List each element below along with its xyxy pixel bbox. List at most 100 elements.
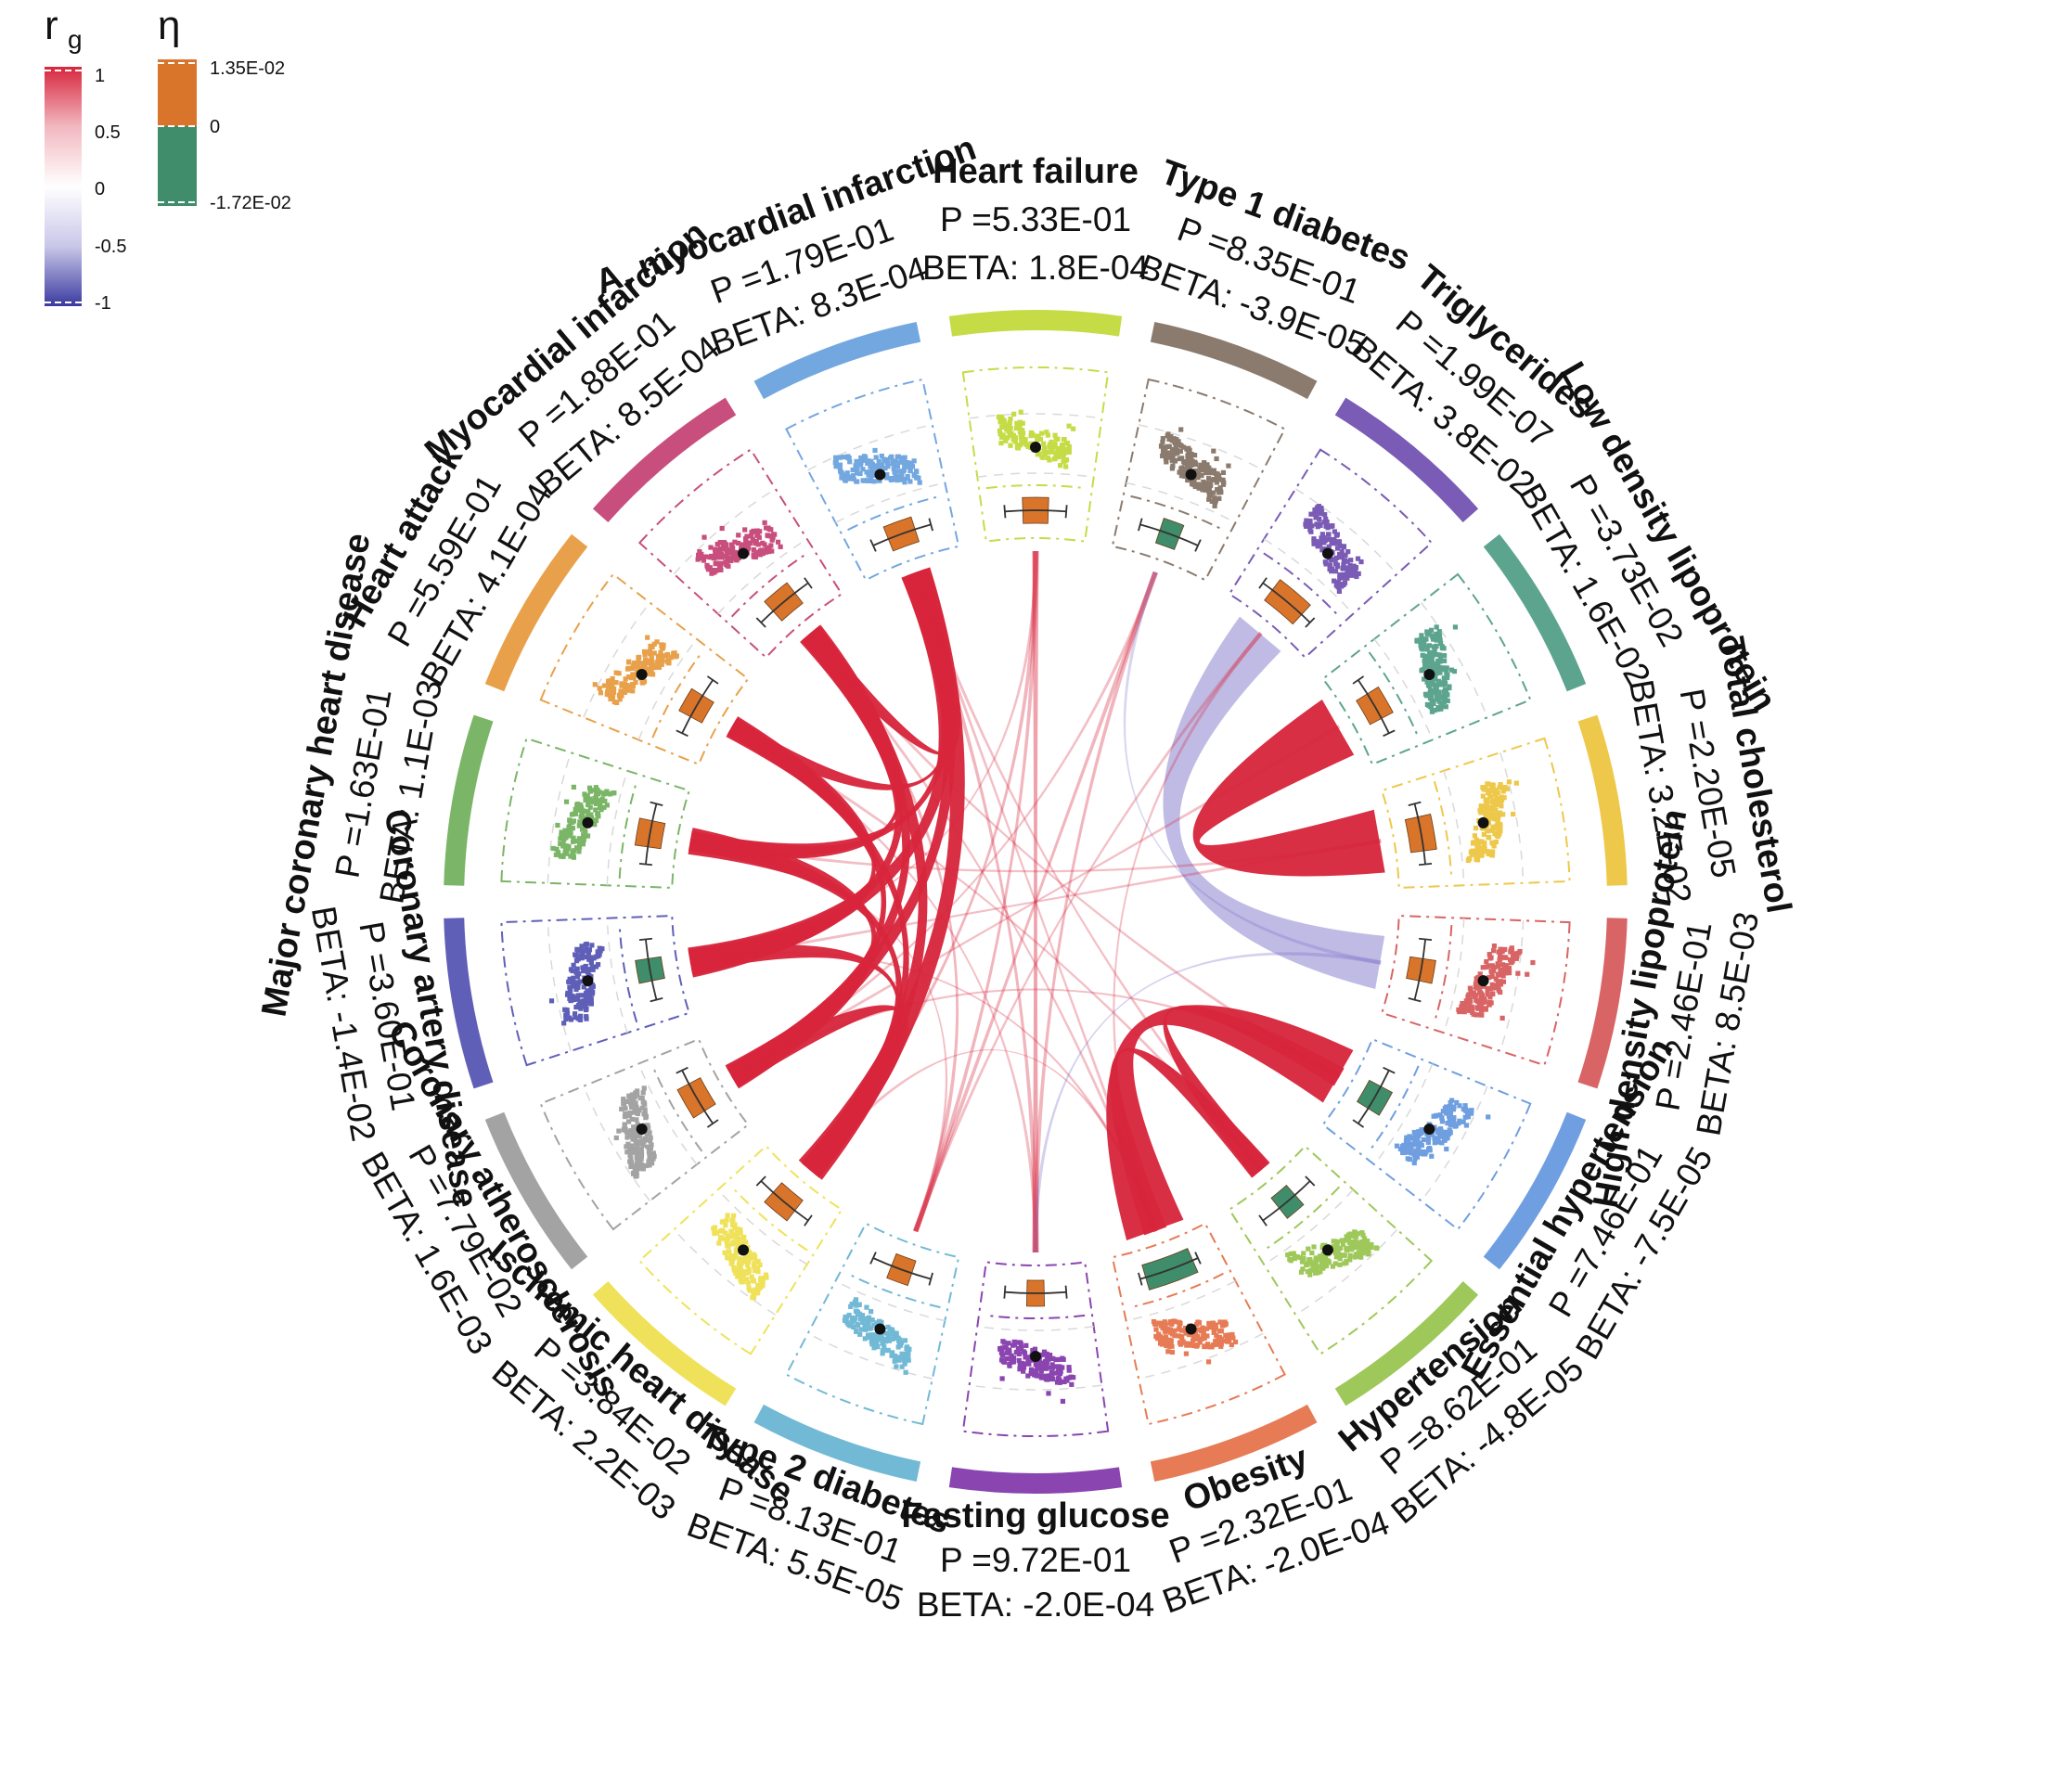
snp-point <box>1500 787 1507 792</box>
snp-point <box>1411 1129 1417 1136</box>
snp-point <box>869 1309 874 1315</box>
snp-point <box>714 547 719 553</box>
snp-point <box>633 679 638 686</box>
snp-point <box>650 672 656 677</box>
snp-point <box>727 1250 732 1255</box>
snp-point <box>1352 1254 1358 1260</box>
snp-point <box>849 1319 855 1325</box>
snp-point <box>914 475 920 481</box>
snp-point <box>586 785 593 790</box>
mean-point <box>1321 547 1333 559</box>
snp-point <box>604 691 610 697</box>
snp-point <box>753 538 759 545</box>
snp-point <box>1179 465 1185 470</box>
snp-point <box>755 1258 761 1265</box>
snp-point <box>1194 474 1200 480</box>
mean-point <box>582 816 594 828</box>
snp-point <box>623 676 628 682</box>
snp-point <box>1057 453 1062 458</box>
eta-track <box>1003 496 1068 524</box>
scatter-track <box>1151 1318 1239 1365</box>
snp-point <box>578 803 584 808</box>
trait-sector <box>1406 918 1628 1089</box>
snp-point <box>649 1142 654 1148</box>
snp-point <box>1499 794 1505 800</box>
mean-point <box>1423 1124 1435 1135</box>
snp-point <box>646 1149 652 1155</box>
snp-point <box>732 1225 738 1230</box>
snp-point <box>743 1239 749 1245</box>
snp-point <box>1475 854 1481 859</box>
sector-box <box>1228 1144 1434 1355</box>
snp-point <box>1007 1347 1012 1353</box>
snp-point <box>633 1140 639 1146</box>
snp-point <box>1007 1355 1013 1361</box>
snp-point <box>1009 1353 1014 1359</box>
snp-point <box>568 830 573 836</box>
snp-point <box>646 1125 651 1131</box>
snp-point <box>628 1127 634 1134</box>
snp-point <box>754 1287 760 1293</box>
snp-point <box>1453 1123 1459 1129</box>
snp-point <box>1008 417 1013 422</box>
snp-point <box>1441 1129 1447 1136</box>
eta-error-cap <box>1003 505 1007 519</box>
snp-point <box>618 690 624 696</box>
snp-point <box>1315 505 1320 510</box>
snp-point <box>1316 542 1321 547</box>
snp-point <box>911 458 917 464</box>
snp-point <box>906 1357 911 1363</box>
snp-point <box>872 447 878 454</box>
snp-point <box>871 1322 877 1328</box>
snp-point <box>1208 482 1214 488</box>
snp-point <box>575 806 581 812</box>
snp-point <box>894 476 900 482</box>
snp-point <box>1434 684 1439 689</box>
snp-point <box>1436 652 1443 658</box>
snp-point <box>1361 1236 1368 1241</box>
snp-point <box>1308 511 1314 517</box>
snp-point <box>746 1266 752 1273</box>
snp-point <box>1437 1129 1443 1135</box>
snp-point <box>1424 629 1430 635</box>
snp-point <box>1030 431 1036 437</box>
snp-point <box>1039 430 1045 436</box>
snp-point <box>1192 461 1199 467</box>
snp-point <box>1337 575 1343 581</box>
scatter-gridline <box>1443 918 1465 1034</box>
snp-point <box>1444 1146 1449 1152</box>
snp-point <box>737 1236 742 1241</box>
snp-point <box>634 1173 639 1178</box>
snp-point <box>1492 964 1498 970</box>
scatter-gridline <box>717 538 808 615</box>
snp-point <box>1001 1340 1008 1345</box>
snp-point <box>896 459 903 465</box>
snp-point <box>1060 1365 1065 1370</box>
snp-point <box>1341 559 1347 565</box>
snp-point <box>1499 962 1506 968</box>
trait-sector <box>444 714 666 886</box>
snp-point <box>1212 503 1217 508</box>
mean-point <box>636 1124 648 1135</box>
snp-point <box>1486 974 1492 981</box>
snp-point <box>575 956 581 962</box>
eta-error-cap <box>1064 505 1068 519</box>
snp-point <box>1055 445 1061 451</box>
snp-point <box>1317 1253 1323 1259</box>
snp-point <box>1427 695 1434 701</box>
trait-ring-segment <box>592 397 737 523</box>
snp-point <box>1427 649 1433 655</box>
snp-point <box>573 839 579 844</box>
snp-point <box>593 801 599 806</box>
snp-point <box>1360 1251 1366 1256</box>
snp-point <box>637 1154 643 1160</box>
snp-point <box>567 833 573 839</box>
scatter-track <box>613 1085 657 1179</box>
snp-point <box>577 841 583 847</box>
eta-error-cap <box>1258 1214 1268 1226</box>
snp-point <box>899 457 905 463</box>
scatter-gridline <box>977 472 1094 479</box>
snp-point <box>1481 831 1487 838</box>
snp-point <box>1203 481 1208 486</box>
snp-point <box>1315 1265 1320 1270</box>
